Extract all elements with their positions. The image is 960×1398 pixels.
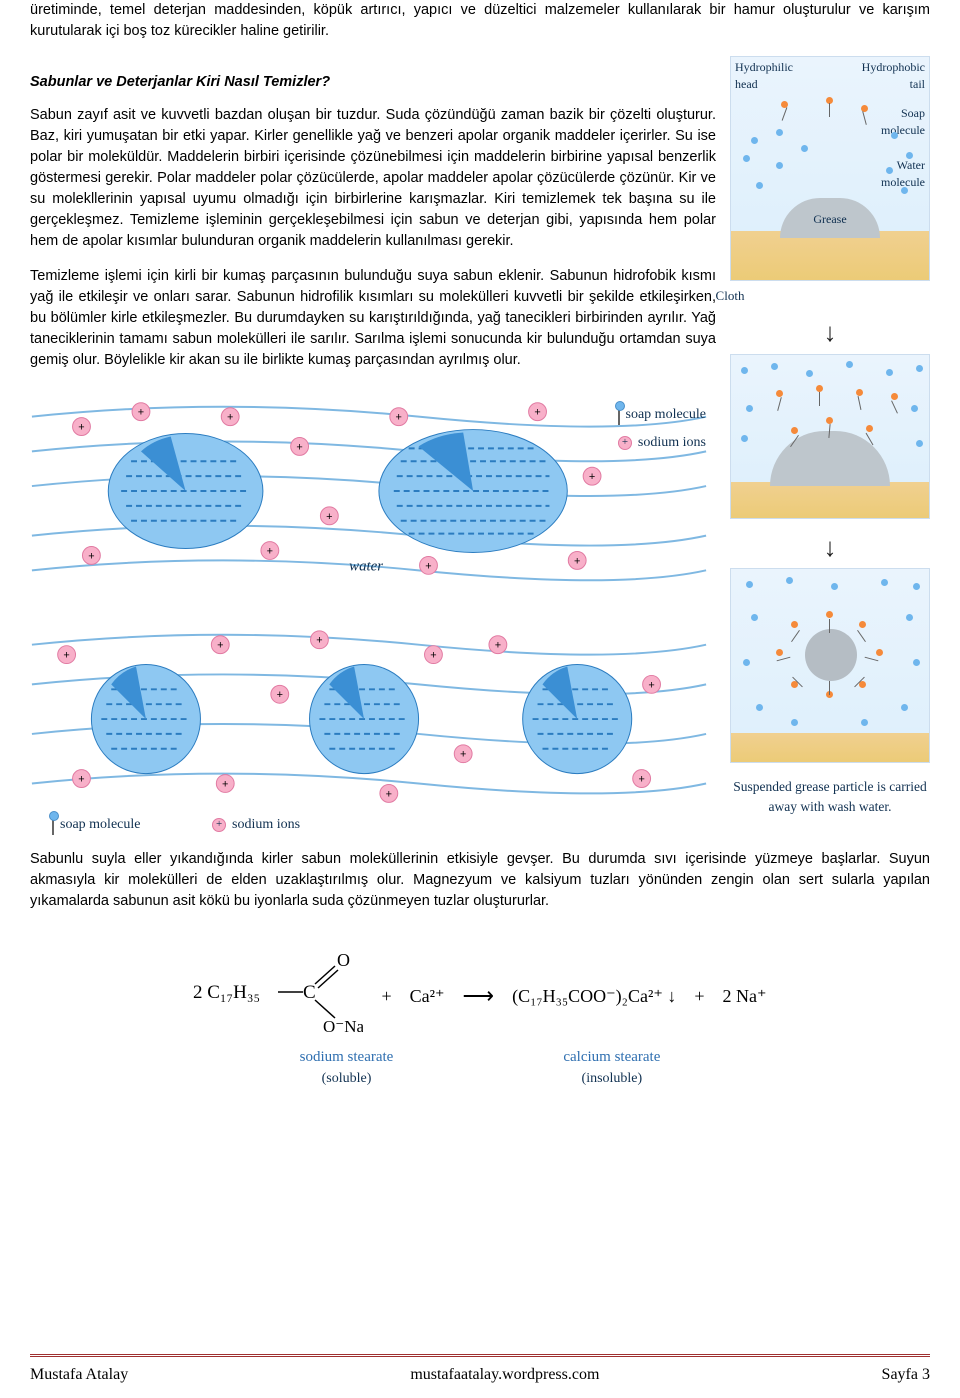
paragraph-1: Sabun zayıf asit ve kuvvetli bazdan oluş… (30, 105, 716, 252)
eq-plus-1: + (381, 983, 391, 1009)
svg-text:2 C₁₇H₃₅: 2 C₁₇H₃₅ (193, 982, 260, 1003)
svg-text:+: + (222, 779, 228, 791)
water-molecule-label: Water molecule (865, 157, 925, 192)
svg-text:+: + (396, 412, 402, 424)
svg-text:+: + (589, 471, 595, 483)
svg-text:+: + (227, 412, 233, 424)
svg-text:O: O (337, 950, 350, 970)
footer-url: mustafaatalay.wordpress.com (410, 1363, 599, 1386)
insoluble-text: (insoluble) (563, 1069, 660, 1089)
sodium-ion-icon (212, 818, 226, 832)
svg-text:+: + (534, 407, 540, 419)
right-column: Hydrophilic head Hydrophobic tail Soap m… (730, 56, 930, 849)
grease-shape-2 (770, 431, 890, 486)
legend-sodium-label-2: sodium ions (232, 815, 300, 835)
sodium-stearate-label: sodium stearate (soluble) (300, 1047, 394, 1089)
soap-structure-diagram: Hydrophilic head Hydrophobic tail Soap m… (730, 56, 930, 281)
svg-text:+: + (316, 635, 322, 647)
section-heading: Sabunlar ve Deterjanlar Kiri Nasıl Temiz… (30, 72, 716, 93)
soap-action-diagram-2 (730, 354, 930, 519)
legend-sodium-top: sodium ions (618, 433, 706, 453)
micelle-core (805, 629, 857, 681)
paragraph-2: Temizleme işlemi için kirli bir kumaş pa… (30, 266, 716, 371)
svg-text:+: + (138, 407, 144, 419)
calcium-stearate-text: calcium stearate (563, 1047, 660, 1069)
svg-text:+: + (78, 422, 84, 434)
arrow-down-icon: ↓ (730, 314, 930, 352)
calcium-stearate-label: calcium stearate (insoluble) (563, 1047, 660, 1089)
svg-text:+: + (386, 789, 392, 801)
svg-text:+: + (267, 546, 273, 558)
svg-text:+: + (638, 774, 644, 786)
legend-sodium-label: sodium ions (638, 433, 706, 453)
svg-text:water: water (349, 559, 383, 575)
svg-text:+: + (277, 689, 283, 701)
svg-text:+: + (296, 442, 302, 454)
footer-author: Mustafa Atalay (30, 1363, 128, 1386)
suspended-grease-caption: Suspended grease particle is carried awa… (730, 773, 930, 820)
hydrophobic-label: Hydrophobic tail (845, 59, 925, 94)
svg-text:+: + (495, 640, 501, 652)
chemical-equation: 2 C₁₇H₃₅ C O O⁻Na⁺ + Ca²⁺ ⟶ (C₁₇H₃₅COO⁻)… (30, 948, 930, 1089)
grease-label: Grease (813, 211, 846, 228)
footer-page: Sayfa 3 (882, 1363, 930, 1386)
soluble-text: (soluble) (300, 1069, 394, 1089)
svg-text:O⁻Na⁺: O⁻Na⁺ (323, 1017, 363, 1036)
svg-text:+: + (78, 774, 84, 786)
svg-text:+: + (460, 749, 466, 761)
cloth-label: Cloth (630, 287, 830, 306)
svg-text:+: + (326, 511, 332, 523)
micelle-diagram: water (22, 385, 716, 835)
eq-rhs: (C₁₇H₃₅COO⁻)₂Ca²⁺ ↓ (512, 983, 676, 1009)
svg-text:+: + (63, 650, 69, 662)
paragraph-3: Sabunlu suyla eller yıkandığında kirler … (30, 849, 930, 912)
eq-na: 2 Na⁺ (723, 983, 767, 1009)
soap-molecule-icon (52, 815, 54, 835)
svg-text:+: + (88, 551, 94, 563)
arrow-down-icon: ↓ (730, 529, 930, 567)
svg-text:+: + (217, 640, 223, 652)
svg-text:+: + (425, 561, 431, 573)
eq-arrow: ⟶ (463, 980, 495, 1012)
sodium-ion-icon (618, 436, 632, 450)
sodium-stearate-text: sodium stearate (300, 1047, 394, 1069)
eq-plus-2: + (694, 983, 704, 1009)
suspended-grease-diagram (730, 568, 930, 763)
soap-molecule-icon (618, 405, 620, 425)
sodium-stearate-structure: 2 C₁₇H₃₅ C O O⁻Na⁺ (193, 948, 363, 1036)
legend-soap-top: soap molecule (618, 405, 706, 425)
legend-soap-bottom: soap molecule (52, 815, 140, 835)
svg-text:C: C (303, 982, 316, 1003)
svg-text:+: + (574, 556, 580, 568)
hydrophilic-label: Hydrophilic head (735, 59, 815, 94)
micelle-svg: water (22, 385, 716, 835)
svg-text:+: + (430, 650, 436, 662)
legend-soap-label-2: soap molecule (60, 815, 140, 835)
legend-sodium-bottom: sodium ions (212, 815, 300, 835)
page-footer: Mustafa Atalay mustafaatalay.wordpress.c… (30, 1354, 930, 1386)
legend-soap-label: soap molecule (626, 405, 706, 425)
svg-text:+: + (648, 680, 654, 692)
intro-paragraph: üretiminde, temel deterjan maddesinden, … (30, 0, 930, 42)
eq-ca: Ca²⁺ (410, 983, 445, 1009)
